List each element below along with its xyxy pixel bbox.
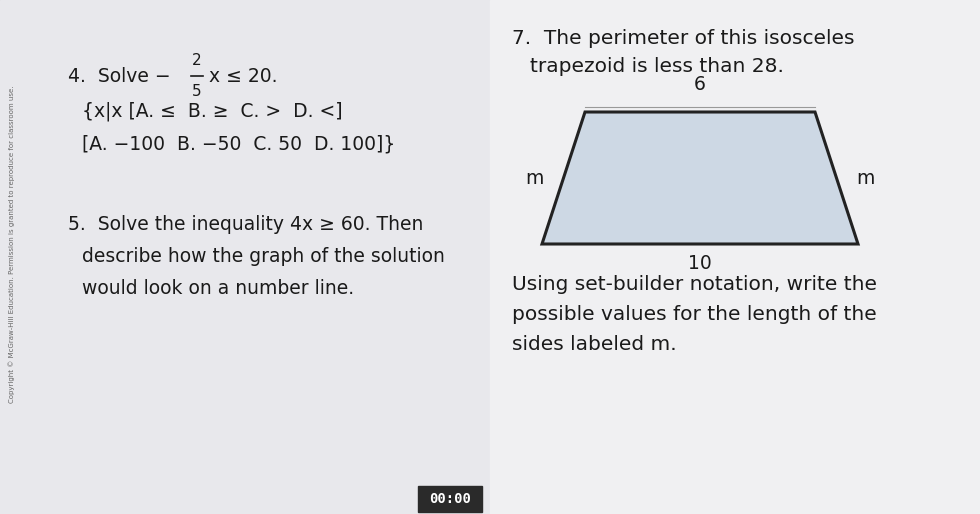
Text: Using set-builder notation, write the: Using set-builder notation, write the — [512, 274, 877, 293]
Text: sides labeled m.: sides labeled m. — [512, 335, 676, 354]
Bar — [490, 0, 980, 514]
Text: m: m — [525, 169, 544, 188]
Text: 7.  The perimeter of this isosceles: 7. The perimeter of this isosceles — [512, 29, 855, 48]
Text: would look on a number line.: would look on a number line. — [82, 279, 354, 298]
Text: 6: 6 — [694, 75, 706, 94]
Bar — [0, 0, 490, 514]
Text: describe how the graph of the solution: describe how the graph of the solution — [82, 247, 445, 266]
Bar — [418, 486, 482, 512]
Text: 5.  Solve the inequality 4x ≥ 60. Then: 5. Solve the inequality 4x ≥ 60. Then — [68, 214, 423, 233]
Text: 10: 10 — [688, 254, 711, 273]
Text: {x|x [A. ≤  B. ≥  C. >  D. <]: {x|x [A. ≤ B. ≥ C. > D. <] — [82, 101, 343, 121]
Text: 4.  Solve −: 4. Solve − — [68, 66, 171, 85]
Polygon shape — [542, 112, 858, 244]
Text: [A. −100  B. −50  C. 50  D. 100]}: [A. −100 B. −50 C. 50 D. 100]} — [82, 135, 395, 154]
Text: x ≤ 20.: x ≤ 20. — [209, 66, 277, 85]
Text: 00:00: 00:00 — [429, 492, 471, 506]
Text: 5: 5 — [192, 84, 202, 99]
Text: m: m — [857, 169, 875, 188]
Text: possible values for the length of the: possible values for the length of the — [512, 304, 877, 323]
Text: Copyright © McGraw-Hill Education. Permission is granted to reproduce for classr: Copyright © McGraw-Hill Education. Permi… — [9, 85, 16, 403]
Text: 2: 2 — [192, 53, 202, 68]
Text: trapezoid is less than 28.: trapezoid is less than 28. — [530, 57, 784, 76]
